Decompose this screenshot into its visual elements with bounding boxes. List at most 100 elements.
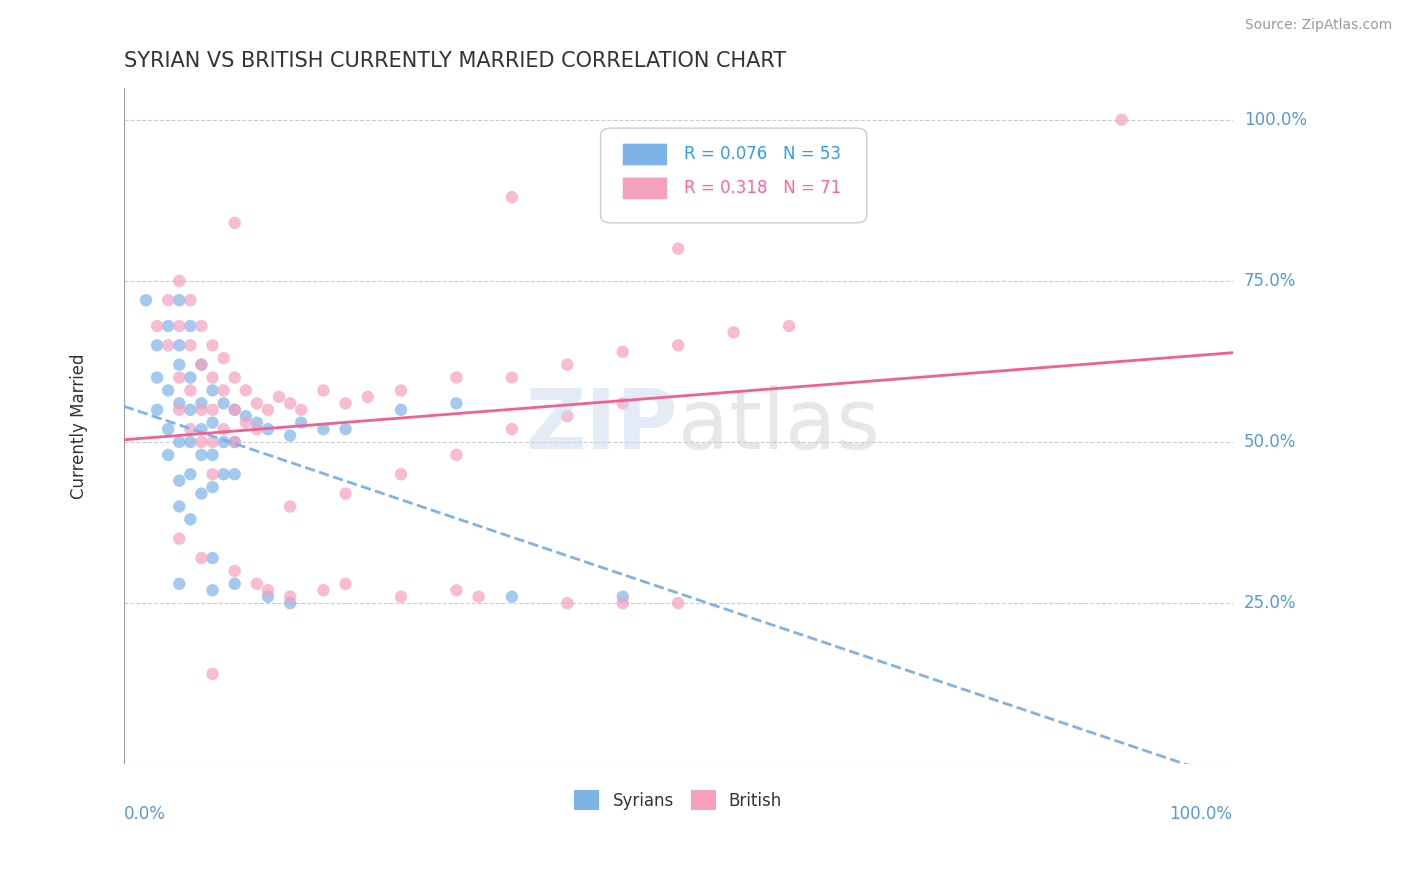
Point [146,338,169,352]
Point [235,409,257,424]
Text: Source: ZipAtlas.com: Source: ZipAtlas.com [1244,18,1392,32]
Point [190,358,212,372]
Point [179,293,201,308]
Point [167,532,190,546]
Legend: Syrians, British: Syrians, British [568,783,789,817]
Point [201,551,224,566]
Point [235,416,257,430]
Point [201,338,224,352]
Point [201,448,224,462]
Point [167,500,190,514]
Point [278,590,301,604]
Point [335,422,357,436]
Point [179,512,201,526]
Point [335,576,357,591]
Point [167,402,190,417]
Point [257,583,280,598]
Point [446,583,468,598]
Point [167,274,190,288]
Point [146,318,169,333]
Point [501,370,523,384]
Point [201,402,224,417]
Point [312,422,335,436]
Point [501,190,523,204]
Point [201,370,224,384]
Point [224,216,246,230]
Point [167,338,190,352]
Point [357,390,380,404]
Point [555,596,578,610]
Point [555,409,578,424]
Point [157,338,180,352]
Text: 100.0%: 100.0% [1244,111,1306,128]
Text: Currently Married: Currently Married [70,353,89,499]
Point [179,384,201,398]
Point [335,486,357,500]
Point [224,435,246,450]
Point [612,396,634,410]
Point [1111,112,1133,127]
Point [389,402,412,417]
Point [190,551,212,566]
FancyBboxPatch shape [600,128,866,223]
Point [201,384,224,398]
Text: R = 0.076   N = 53: R = 0.076 N = 53 [683,145,841,163]
Text: 75.0%: 75.0% [1244,272,1296,290]
Point [246,422,269,436]
Point [290,416,312,430]
Point [157,293,180,308]
Point [446,448,468,462]
Point [190,402,212,417]
Point [224,564,246,578]
Point [224,370,246,384]
Point [212,384,235,398]
Point [278,428,301,442]
Point [146,402,169,417]
Point [389,384,412,398]
Point [190,486,212,500]
Point [212,422,235,436]
Point [201,583,224,598]
Point [778,318,800,333]
Point [257,402,280,417]
Text: ZIP: ZIP [526,385,678,467]
Point [290,402,312,417]
Point [201,467,224,482]
Point [612,596,634,610]
Point [723,326,745,340]
Point [555,358,578,372]
Point [224,402,246,417]
Text: 0.0%: 0.0% [124,805,166,823]
Point [179,422,201,436]
Point [212,396,235,410]
Point [212,467,235,482]
Point [224,576,246,591]
Point [167,576,190,591]
Point [612,344,634,359]
Point [179,338,201,352]
Point [167,318,190,333]
Point [190,422,212,436]
Point [335,396,357,410]
Point [267,390,290,404]
Point [312,583,335,598]
Point [179,467,201,482]
Point [167,396,190,410]
Point [167,435,190,450]
Point [278,396,301,410]
Point [167,293,190,308]
Point [501,590,523,604]
Point [224,435,246,450]
Point [179,402,201,417]
Point [146,370,169,384]
Point [224,402,246,417]
Point [190,448,212,462]
Point [246,396,269,410]
Point [135,293,157,308]
Point [257,422,280,436]
Point [389,467,412,482]
FancyBboxPatch shape [623,144,666,165]
Point [666,596,689,610]
Point [501,422,523,436]
Point [167,370,190,384]
